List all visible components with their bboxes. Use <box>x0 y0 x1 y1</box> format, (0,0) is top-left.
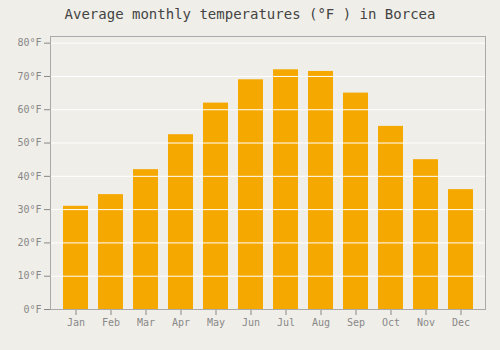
svg-text:May: May <box>207 317 225 328</box>
svg-text:Jun: Jun <box>242 317 260 328</box>
svg-text:Oct: Oct <box>382 317 400 328</box>
html-text:Average monthly temperatures (: Average monthly temperatures (°F ) in Bo… <box>64 6 436 22</box>
svg-text:Dec: Dec <box>452 317 470 328</box>
svg-text:Apr: Apr <box>172 317 190 328</box>
svg-text:30°F: 30°F <box>17 204 41 215</box>
svg-text:0°F: 0°F <box>23 304 41 315</box>
svg-text:Feb: Feb <box>102 317 120 328</box>
svg-text:Jan: Jan <box>67 317 85 328</box>
svg-text:50°F: 50°F <box>17 137 41 148</box>
svg-text:Mar: Mar <box>137 317 155 328</box>
svg-text:Nov: Nov <box>417 317 435 328</box>
svg-text:Aug: Aug <box>312 317 330 328</box>
svg-text:60°F: 60°F <box>17 104 41 115</box>
svg-text:Sep: Sep <box>347 317 365 328</box>
svg-text:Jul: Jul <box>277 317 295 328</box>
svg-text:10°F: 10°F <box>17 270 41 281</box>
svg-text:40°F: 40°F <box>17 171 41 182</box>
svg-text:80°F: 80°F <box>17 37 41 48</box>
svg-text:70°F: 70°F <box>17 71 41 82</box>
svg-text:20°F: 20°F <box>17 237 41 248</box>
